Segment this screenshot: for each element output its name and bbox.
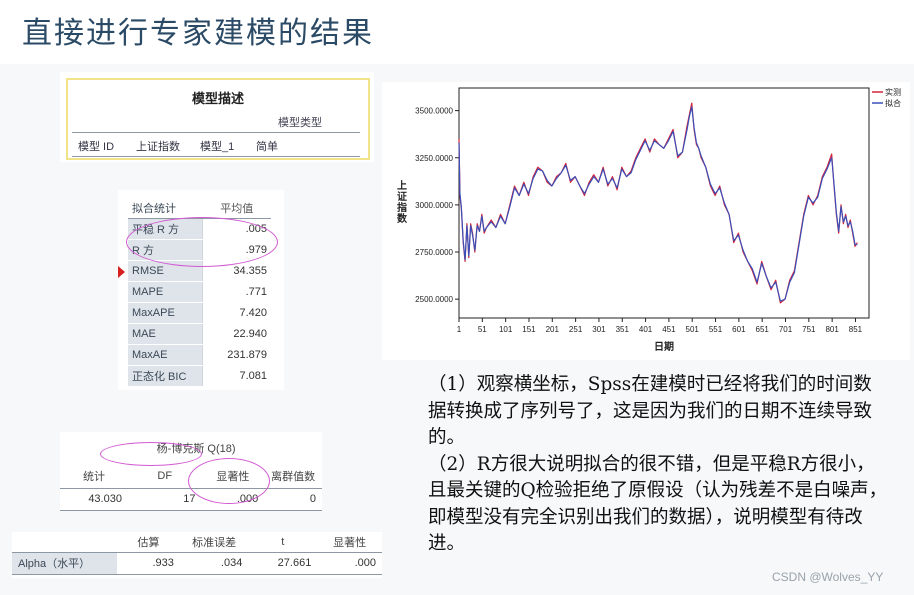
highlight-ellipse xyxy=(126,217,278,267)
highlight-ellipse xyxy=(100,442,202,466)
explanation-paragraph: （1）观察横坐标，Spss在建模时已经将我们的时间数据转换成了序列号了，这是因为… xyxy=(428,374,873,448)
stat-value: .034 xyxy=(220,557,243,569)
x-tick-label: 751 xyxy=(802,325,816,334)
table-divider xyxy=(72,132,360,133)
x-axis-label: 日期 xyxy=(654,340,674,353)
slide-title: 直接进行专家建模的结果 xyxy=(22,16,374,51)
x-tick-label: 651 xyxy=(756,325,770,334)
x-tick-label: 551 xyxy=(709,325,723,334)
stat-label: 正态化 BIC xyxy=(128,365,203,387)
legend-label: 实测 xyxy=(885,87,901,97)
x-tick-label: 1 xyxy=(457,325,462,334)
table-row: MAPE .771 xyxy=(128,281,271,303)
stat-value: 43.030 xyxy=(88,493,122,505)
model-id-label: 模型 ID xyxy=(78,141,115,153)
explanation-text: （1）观察横坐标，Spss在建模时已经将我们的时间数据转换成了序列号了，这是因为… xyxy=(428,372,888,558)
y-tick-label: 2750.0000 xyxy=(415,248,453,257)
header-cell: 离群值数 xyxy=(271,470,316,483)
model-type-value: 简单 xyxy=(256,141,278,153)
model-type-header: 模型类型 xyxy=(278,117,322,129)
stat-value: 7.420 xyxy=(202,302,271,324)
chart-panel: 2500.0000 2750.0000 3000.0000 3250.0000 3500… xyxy=(382,82,910,360)
x-tick-label: 601 xyxy=(732,325,746,334)
x-tick-label: 101 xyxy=(499,325,513,334)
x-tick-label: 701 xyxy=(779,325,793,334)
y-tick-label: 3250.0000 xyxy=(415,154,453,163)
x-tick-label: 351 xyxy=(616,325,630,334)
model-description-panel: 模型描述 模型类型 模型 ID 上证指数 模型_1 简单 xyxy=(60,72,374,162)
parameter-table-panel: 估算 标准误差 t 显著性 Alpha（水平） .933 .034 27.661… xyxy=(12,532,382,578)
table-row: 43.030 17 .000 0 xyxy=(60,488,322,510)
x-tick-label: 251 xyxy=(569,325,583,334)
x-tick-label: 301 xyxy=(592,325,606,334)
stat-value: .771 xyxy=(202,281,271,303)
x-tick-label: 801 xyxy=(825,325,839,334)
table-row: MAE 22.940 xyxy=(128,323,271,345)
stat-label: MaxAPE xyxy=(128,302,203,324)
x-tick-label: 851 xyxy=(849,325,863,334)
header-cell: 显著性 xyxy=(333,536,367,549)
parameter-table: 估算 标准误差 t 显著性 Alpha（水平） .933 .034 27.661… xyxy=(12,532,382,575)
explanation-paragraph: （2）R方很大说明拟合的很不错，但是平稳R方很小，且最关键的Q检验拒绝了原假设（… xyxy=(428,453,888,555)
table-row: MaxAPE 7.420 xyxy=(128,302,271,324)
series-name: 上证指数 xyxy=(136,141,180,153)
header-cell: t xyxy=(281,535,285,548)
y-tick-label: 3000.0000 xyxy=(415,201,453,210)
stat-value: 7.081 xyxy=(202,365,271,387)
y-axis-label-char: 证 xyxy=(397,191,407,203)
y-axis-label-char: 指 xyxy=(397,201,407,214)
legend-label: 拟合 xyxy=(885,98,901,108)
watermark: CSDN @Wolves_YY xyxy=(772,570,884,584)
x-tick-label: 401 xyxy=(639,325,653,334)
table-header-row: 估算 标准误差 t 显著性 xyxy=(12,532,382,552)
table-row: MaxAE 231.879 xyxy=(128,344,271,366)
model-name: 模型_1 xyxy=(200,141,235,153)
row-label: Alpha（水平） xyxy=(12,552,118,574)
stat-value: .933 xyxy=(152,557,174,569)
x-tick-label: 501 xyxy=(686,325,700,334)
x-tick-label: 451 xyxy=(662,325,676,334)
header-cell: 统计 xyxy=(82,470,105,483)
stat-value: 0 xyxy=(309,493,316,505)
x-tick-label: 201 xyxy=(546,325,560,334)
plot-area xyxy=(458,87,870,319)
table-header-row: 拟合统计 平均值 xyxy=(128,198,271,219)
y-axis-label-char: 数 xyxy=(397,212,408,225)
header-cell: 平均值 xyxy=(202,198,271,219)
stat-value: 22.940 xyxy=(202,323,271,345)
x-tick-label: 51 xyxy=(478,325,487,334)
title-bar: 直接进行专家建模的结果 xyxy=(0,0,914,65)
highlight-ellipse xyxy=(188,458,270,504)
table-row: Alpha（水平） .933 .034 27.661 .000 xyxy=(12,552,382,574)
stat-value: .000 xyxy=(354,557,376,569)
header-cell: 估算 xyxy=(137,536,160,549)
series-line-fitted xyxy=(458,106,858,302)
stat-value: 17 xyxy=(183,493,196,505)
stat-value: 231.879 xyxy=(202,344,271,366)
table-row: 正态化 BIC 7.081 xyxy=(128,365,271,387)
header-cell: DF xyxy=(157,469,173,482)
model-description-table: 模型描述 模型类型 模型 ID 上证指数 模型_1 简单 xyxy=(66,78,370,160)
header-cell: 标准误差 xyxy=(192,536,237,549)
y-tick-label: 2500.0000 xyxy=(415,295,453,304)
y-axis-label-char: 上 xyxy=(397,179,407,192)
stat-label: MaxAE xyxy=(128,344,203,366)
table-divider xyxy=(72,156,360,157)
x-tick-label: 151 xyxy=(522,325,536,334)
model-description-title: 模型描述 xyxy=(191,91,244,106)
row-marker-arrow-icon xyxy=(118,266,125,278)
stat-label: MAE xyxy=(128,323,203,345)
y-tick-label: 3500.0000 xyxy=(415,107,453,116)
line-chart: 2500.0000 2750.0000 3000.0000 3250.0000 3500… xyxy=(397,87,901,353)
stat-label: MAPE xyxy=(128,281,203,303)
header-cell: 拟合统计 xyxy=(128,198,203,219)
stat-value: 27.661 xyxy=(277,557,312,569)
